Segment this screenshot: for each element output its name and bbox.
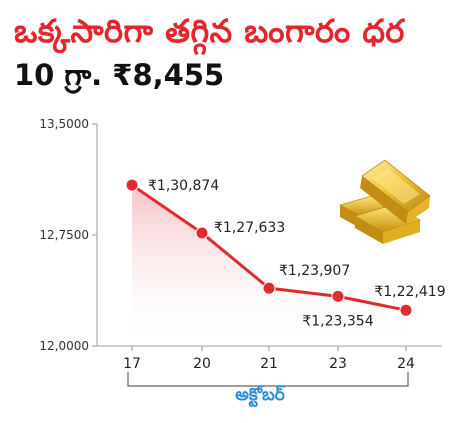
data-label: ₹1,22,419 bbox=[374, 284, 445, 300]
gold-bars-icon bbox=[339, 159, 431, 244]
data-label: ₹1,30,874 bbox=[148, 178, 219, 194]
x-tick-label: 24 bbox=[397, 356, 415, 372]
x-axis-label: అక్టోబర్ bbox=[235, 385, 285, 407]
x-tick-label: 17 bbox=[123, 356, 141, 372]
headline-title: ఒక్కసారిగా తగ్గిన బంగారం ధర bbox=[14, 12, 405, 50]
data-point bbox=[399, 303, 413, 317]
data-point bbox=[262, 281, 276, 295]
x-tick-label: 20 bbox=[193, 356, 211, 372]
data-label: ₹1,23,907 bbox=[279, 263, 350, 279]
data-point bbox=[195, 226, 209, 240]
data-label: ₹1,23,354 bbox=[302, 313, 373, 329]
x-tick-label: 23 bbox=[329, 356, 347, 372]
x-tick-label: 21 bbox=[260, 356, 278, 372]
series-area bbox=[132, 185, 406, 346]
data-point bbox=[125, 178, 139, 192]
y-tick-label: 12,7500 bbox=[39, 228, 89, 242]
x-bracket bbox=[127, 372, 409, 387]
data-point bbox=[331, 289, 345, 303]
price-per-10g: 10 గ్రా. ₹8,455 bbox=[14, 58, 225, 92]
data-label: ₹1,27,633 bbox=[214, 220, 285, 236]
y-tick-label: 13,5000 bbox=[39, 117, 89, 131]
y-tick-label: 12,0000 bbox=[39, 339, 89, 353]
